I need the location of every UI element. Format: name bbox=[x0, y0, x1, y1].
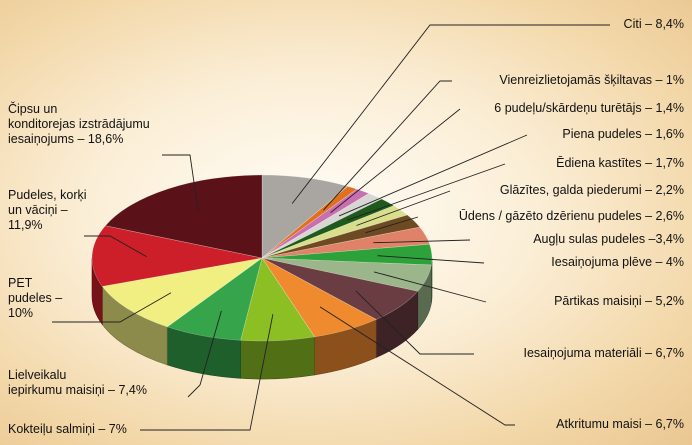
leader-line-1 bbox=[323, 80, 452, 211]
leader-line-4 bbox=[347, 163, 506, 221]
pie-slice-7 bbox=[261, 226, 431, 259]
leader-line-9 bbox=[373, 271, 487, 303]
pie-slice-9 bbox=[261, 257, 432, 292]
label-kokteilu: Kokteiļu salmiņi – 7% bbox=[8, 422, 127, 436]
label-lielveikalu: Lielveikalu iepirkumu maisiņi – 7,4% bbox=[8, 368, 147, 397]
pie-side-12 bbox=[240, 336, 315, 380]
pie-depth bbox=[91, 257, 433, 380]
leader-line-12 bbox=[140, 314, 274, 431]
leader-line-6 bbox=[365, 216, 419, 234]
label-cipsu: Čipsu un konditorejas izstrādājumu iesai… bbox=[8, 102, 150, 146]
label-skiltavas: Vienreizlietojamās šķiltavas – 1% bbox=[499, 73, 684, 87]
leader-line-14 bbox=[52, 292, 172, 323]
leader-line-10 bbox=[355, 290, 474, 355]
pie-slice-10 bbox=[261, 257, 419, 320]
leader-line-2 bbox=[330, 108, 461, 213]
pie-slice-4 bbox=[261, 198, 395, 259]
label-materiali: Iesaiņojuma materiāli – 6,7% bbox=[523, 346, 685, 360]
pie-slice-6 bbox=[261, 214, 421, 259]
label-partikas: Pārtikas maisiņi – 5,2% bbox=[554, 294, 684, 308]
leader-line-0 bbox=[291, 24, 610, 204]
label-auglu: Augļu sulas pudeles –3,4% bbox=[533, 232, 684, 246]
pie-top bbox=[91, 174, 433, 342]
label-udens: Ūdens / gāzēto dzērienu pudeles – 2,6% bbox=[458, 209, 684, 223]
pie-slice-8 bbox=[261, 243, 433, 266]
label-glazites: Glāzītes, galda piederumi – 2,2% bbox=[499, 183, 684, 197]
pie-slice-2 bbox=[261, 188, 370, 259]
leader-line-15 bbox=[84, 235, 147, 257]
label-ediena: Ēdiena kastītes – 1,7% bbox=[556, 156, 684, 170]
pie-slice-12 bbox=[240, 257, 316, 342]
leader-line-7 bbox=[373, 239, 471, 244]
pie-slice-16 bbox=[104, 174, 263, 259]
leader-line-11 bbox=[319, 306, 515, 426]
pie-slice-15 bbox=[91, 225, 263, 287]
pie-slice-3 bbox=[261, 193, 383, 259]
label-pudeles: Pudeles, korķi un vāciņi – 11,9% bbox=[8, 188, 87, 232]
pie-slice-1 bbox=[261, 186, 358, 259]
label-pet: PET pudeles – 10% bbox=[8, 276, 63, 320]
label-piena: Piena pudeles – 1,6% bbox=[562, 127, 684, 141]
label-turetajs: 6 pudeļu/skārdeņu turētājs – 1,4% bbox=[494, 101, 684, 115]
leader-lines bbox=[52, 24, 610, 431]
pie-slice-11 bbox=[261, 257, 377, 338]
label-citi: Citi – 8,4% bbox=[623, 17, 684, 31]
pie-slice-0 bbox=[261, 174, 349, 259]
label-pleve: Iesaiņojuma plēve – 4% bbox=[551, 255, 684, 269]
leader-line-16 bbox=[162, 154, 199, 212]
label-atkritumu: Atkritumu maisi – 6,7% bbox=[556, 417, 684, 431]
leader-line-8 bbox=[377, 255, 485, 264]
pie-slice-5 bbox=[261, 205, 409, 259]
leader-line-3 bbox=[338, 134, 528, 217]
pie-slice-13 bbox=[166, 257, 263, 341]
leader-line-5 bbox=[356, 190, 451, 226]
leader-line-13 bbox=[187, 310, 222, 398]
